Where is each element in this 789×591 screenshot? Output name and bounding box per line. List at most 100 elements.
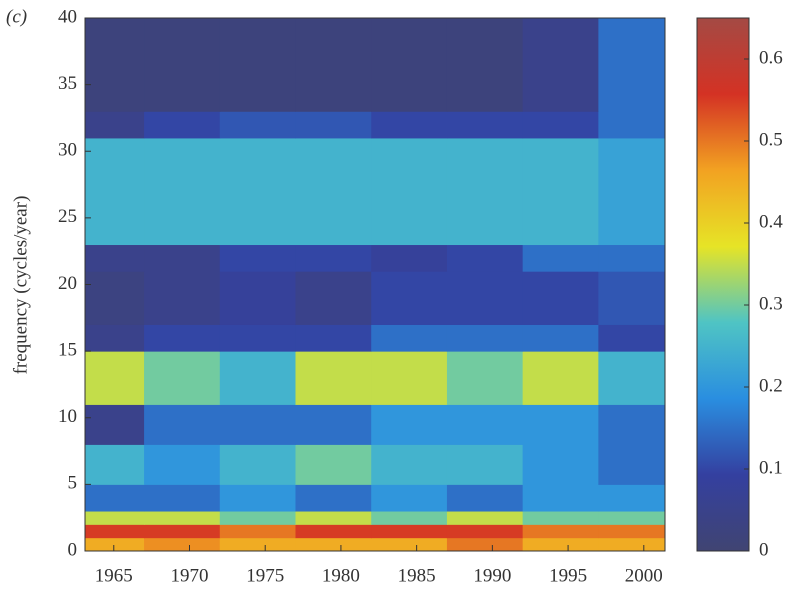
heat-cell: [522, 111, 599, 139]
x-tick-label: 1965: [95, 565, 133, 586]
y-tick-label: 35: [58, 73, 77, 94]
y-tick-label: 5: [68, 473, 78, 494]
y-tick-label: 0: [68, 539, 78, 560]
heat-cell: [371, 137, 448, 246]
heat-cell: [522, 244, 599, 272]
heat-cell: [371, 351, 448, 405]
heat-cell: [219, 111, 296, 139]
heat-cell: [295, 537, 372, 552]
heat-cell: [371, 404, 448, 445]
heat-cell: [522, 537, 599, 552]
heat-cell: [598, 484, 666, 512]
x-tick-label: 1980: [322, 565, 360, 586]
x-tick-label: 1970: [170, 565, 208, 586]
heat-cell: [522, 484, 599, 512]
heat-cell: [144, 524, 221, 539]
heat-cell: [295, 244, 372, 272]
heat-cell: [219, 137, 296, 246]
heat-cell: [219, 18, 296, 112]
heat-cell: [295, 351, 372, 405]
heat-cell: [446, 137, 524, 246]
heat-cell: [598, 444, 666, 485]
heat-cell: [522, 351, 599, 405]
heat-cell: [295, 137, 372, 246]
heat-cell: [598, 271, 666, 325]
heat-cell: [446, 524, 524, 539]
colorbar-tick-label: 0.6: [759, 47, 783, 68]
heat-cell: [219, 271, 296, 325]
heat-cell: [446, 244, 524, 272]
y-tick-label: 15: [58, 339, 77, 360]
heat-cell: [446, 444, 524, 485]
heat-cell: [85, 244, 145, 272]
colorbar-tick-label: 0.3: [759, 293, 783, 314]
heat-cell: [522, 524, 599, 539]
heat-cell: [295, 524, 372, 539]
x-tick-label: 1975: [246, 565, 284, 586]
x-tick-label: 1990: [473, 565, 511, 586]
y-tick-label: 20: [58, 273, 77, 294]
heat-cell: [446, 511, 524, 525]
heat-cell: [219, 351, 296, 405]
heat-cell: [598, 404, 666, 445]
heat-cell: [219, 524, 296, 539]
heat-cell: [219, 511, 296, 525]
heat-cell: [85, 18, 145, 112]
y-axis-label: frequency (cycles/year): [10, 196, 31, 375]
heat-cell: [144, 351, 221, 405]
heat-cell: [522, 18, 599, 112]
heat-cell: [371, 444, 448, 485]
heat-cell: [85, 111, 145, 139]
heat-cell: [295, 404, 372, 445]
heat-cell: [446, 111, 524, 139]
heat-cell: [446, 404, 524, 445]
heat-cell: [598, 324, 666, 352]
heat-cell: [295, 484, 372, 512]
heat-cell: [85, 404, 145, 445]
heat-cell: [219, 484, 296, 512]
heat-cell: [598, 244, 666, 272]
colorbar-tick-label: 0: [759, 539, 769, 560]
heat-cell: [522, 324, 599, 352]
heat-cell: [219, 444, 296, 485]
heat-cell: [219, 537, 296, 552]
heat-cell: [295, 511, 372, 525]
heat-cell: [85, 324, 145, 352]
heat-cell: [598, 524, 666, 539]
heat-cell: [85, 444, 145, 485]
heat-cell: [598, 137, 666, 246]
heat-cell: [598, 351, 666, 405]
heat-cell: [446, 351, 524, 405]
y-tick-label: 10: [58, 406, 77, 427]
heat-cell: [446, 271, 524, 325]
x-tick-label: 2000: [625, 565, 663, 586]
heat-cell: [144, 444, 221, 485]
heat-cell: [219, 404, 296, 445]
heat-cell: [598, 18, 666, 112]
heat-cell: [522, 404, 599, 445]
heat-cell: [85, 351, 145, 405]
heat-cell: [85, 484, 145, 512]
x-tick-label: 1985: [398, 565, 436, 586]
colorbar-tick-label: 0.2: [759, 375, 783, 396]
heat-cell: [371, 511, 448, 525]
heat-cell: [522, 271, 599, 325]
heat-cell: [371, 244, 448, 272]
heat-cell: [144, 324, 221, 352]
heat-cell: [446, 324, 524, 352]
heat-cell: [522, 444, 599, 485]
heat-cell: [219, 324, 296, 352]
colorbar-tick-label: 0.5: [759, 129, 783, 150]
y-tick-label: 30: [58, 140, 77, 161]
heat-cell: [371, 271, 448, 325]
heat-cell: [144, 244, 221, 272]
heat-cell: [295, 324, 372, 352]
heat-cell: [144, 111, 221, 139]
heat-cell: [371, 524, 448, 539]
heat-cell: [144, 271, 221, 325]
colorbar-tick-label: 0.4: [759, 211, 783, 232]
y-tick-label: 40: [58, 6, 77, 27]
heat-cell: [144, 484, 221, 512]
heat-cell: [295, 444, 372, 485]
heat-cell: [371, 324, 448, 352]
